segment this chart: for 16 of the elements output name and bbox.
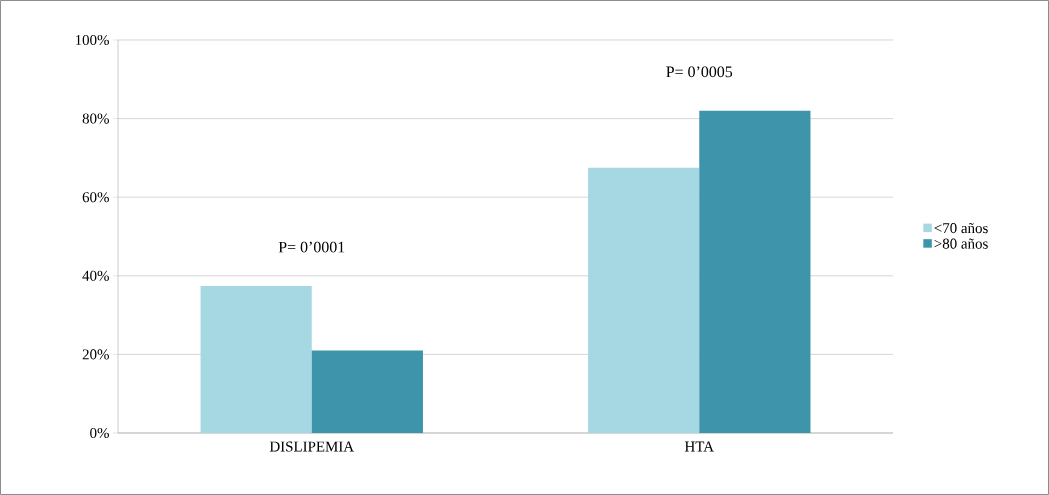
- annotation: P= 0’0001: [278, 241, 345, 253]
- y-tick-label: 100%: [75, 34, 109, 46]
- bar: [311, 350, 423, 433]
- annotation: P= 0’0005: [666, 66, 733, 78]
- x-tick-label: HTA: [684, 441, 714, 452]
- y-tick-label: 40%: [82, 270, 109, 281]
- bar: [699, 110, 811, 433]
- bar: [200, 286, 312, 433]
- legend-label: <70 años: [934, 222, 988, 234]
- y-tick-label: 20%: [82, 349, 109, 360]
- y-tick-label: 80%: [82, 113, 109, 124]
- legend-label: >80 años: [934, 238, 988, 249]
- y-tick-label: 60%: [82, 192, 109, 203]
- x-tick-label: DISLIPEMIA: [269, 441, 354, 452]
- y-tick-label: 0%: [90, 427, 109, 439]
- bar: [588, 167, 700, 433]
